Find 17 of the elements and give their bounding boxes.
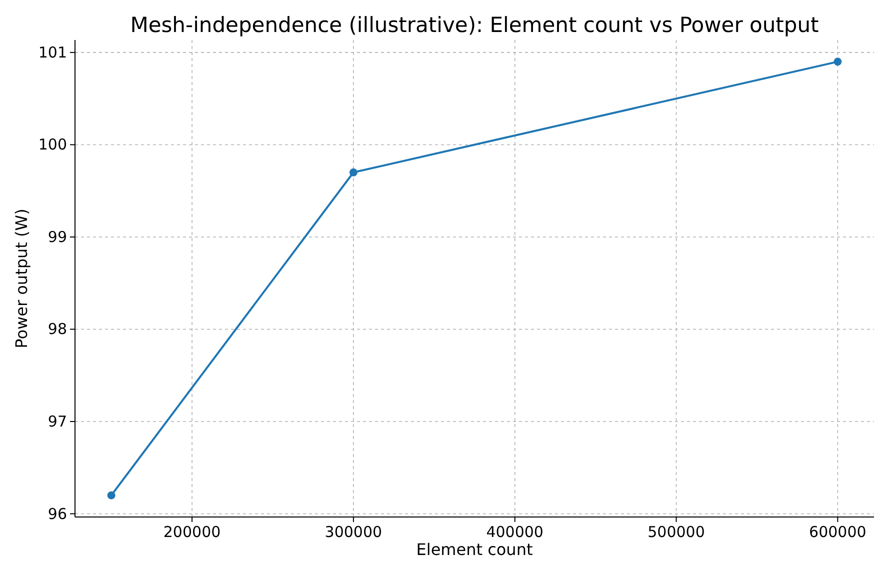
x-tick-label: 300000 bbox=[324, 523, 382, 541]
point bbox=[107, 491, 116, 500]
chart-title: Mesh-independence (illustrative): Element count vs Power output bbox=[130, 13, 819, 37]
x-tick-label: 400000 bbox=[486, 523, 544, 541]
x-tick-label: 500000 bbox=[648, 523, 705, 541]
point bbox=[349, 168, 358, 176]
y-tick-label: 99 bbox=[48, 228, 67, 246]
y-tick-label: 98 bbox=[48, 320, 67, 338]
y-tick-label: 101 bbox=[38, 43, 67, 62]
x-tick-label: 200000 bbox=[163, 523, 221, 541]
y-tick-label: 100 bbox=[38, 136, 67, 154]
y-tick-label: 97 bbox=[48, 412, 67, 431]
y-axis-title: Power output (W) bbox=[12, 208, 31, 348]
x-axis-title: Element count bbox=[416, 540, 533, 559]
point bbox=[834, 58, 842, 66]
x-tick-label: 600000 bbox=[809, 523, 866, 541]
y-tick-label: 96 bbox=[48, 504, 67, 523]
